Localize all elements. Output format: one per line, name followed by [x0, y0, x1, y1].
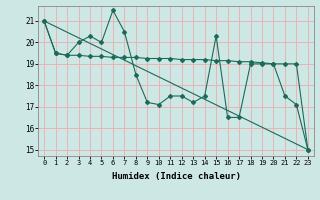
X-axis label: Humidex (Indice chaleur): Humidex (Indice chaleur) — [111, 172, 241, 181]
